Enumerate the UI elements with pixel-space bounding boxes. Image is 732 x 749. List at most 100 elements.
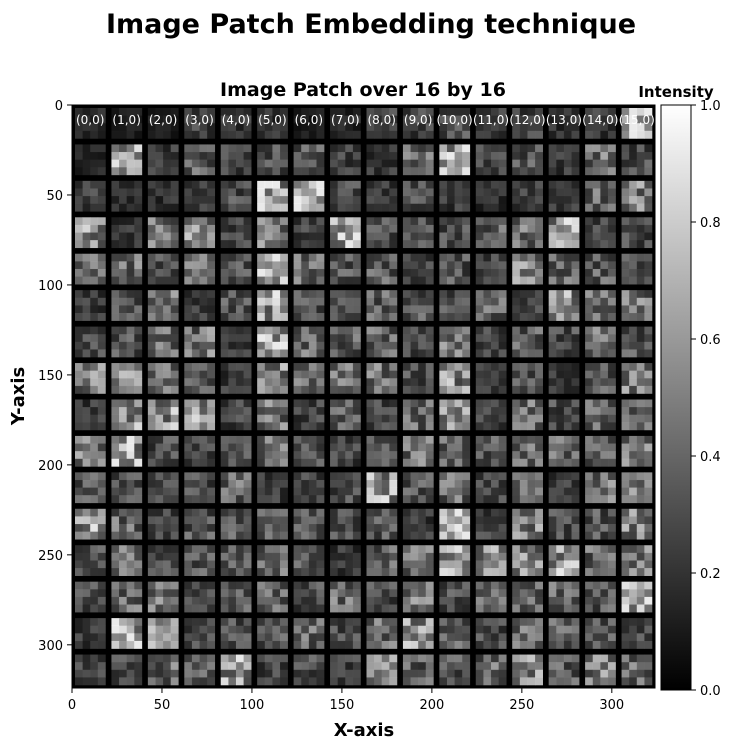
patch-cell: [439, 399, 471, 431]
patch-cell: [75, 581, 106, 613]
patch-cell: [621, 180, 653, 212]
patch-cell: [475, 144, 507, 176]
patch-label: (3,0): [185, 113, 213, 127]
patch-cell: [257, 508, 288, 540]
patch-cell: [220, 545, 252, 576]
patch-cell: [257, 399, 288, 431]
patch-cell: [257, 180, 288, 212]
patch-cell: [366, 435, 398, 467]
patch-cell: [402, 581, 434, 613]
patch-cell: [402, 363, 434, 394]
colorbar-tick-label: 0.8: [700, 216, 721, 231]
patch-cell: [147, 545, 179, 576]
patch-cell: [402, 253, 434, 285]
patch-cell: [366, 217, 398, 249]
patch-cell: [184, 363, 216, 394]
patch-cell: [330, 326, 361, 358]
patch-cell: [111, 581, 143, 613]
patch-cell: [548, 363, 580, 394]
patch-cell: [147, 618, 179, 649]
patch-cell: [184, 545, 216, 576]
patch-cell: [293, 144, 325, 176]
patch-cell: [257, 290, 288, 321]
y-tick-label: 100: [38, 279, 63, 294]
patch-label: (2,0): [149, 113, 177, 127]
patch-cell: [621, 399, 653, 431]
patch-cell: [548, 618, 580, 649]
patch-cell: [366, 290, 398, 321]
patch-label: (10,0): [437, 113, 473, 127]
colorbar: [660, 104, 692, 691]
patch-cell: [75, 108, 106, 139]
patch-cell: [548, 144, 580, 176]
image-frame: [71, 104, 656, 689]
patch-cell: [293, 435, 325, 467]
patch-cell: [439, 581, 471, 613]
patch-cell: [475, 180, 507, 212]
x-axis-label: X-axis: [334, 720, 395, 741]
patch-cell: [184, 108, 216, 139]
patch-cell: [184, 508, 216, 540]
patch-cell: [257, 363, 288, 394]
patch-cell: [220, 399, 252, 431]
patch-cell: [75, 472, 106, 504]
patch-cell: [330, 363, 361, 394]
patch-cell: [402, 217, 434, 249]
patch-cell: [439, 180, 471, 212]
patch-cell: [257, 618, 288, 649]
patch-label: (1,0): [112, 113, 140, 127]
patch-cell: [111, 545, 143, 576]
patch-cell: [257, 545, 288, 576]
patch-cell: [111, 508, 143, 540]
patch-cell: [366, 399, 398, 431]
patch-cell: [402, 326, 434, 358]
patch-cell: [111, 180, 143, 212]
patch-cell: [512, 290, 543, 321]
patch-cell: [475, 290, 507, 321]
patch-cell: [621, 545, 653, 576]
patch-cell: [585, 326, 616, 358]
patch-cell: [111, 217, 143, 249]
patch-cell: [330, 618, 361, 649]
patch-cell: [585, 399, 616, 431]
patch-cell: [512, 581, 543, 613]
patch-cell: [220, 290, 252, 321]
patch-cell: [184, 144, 216, 176]
patch-cell: [548, 180, 580, 212]
patch-label: (9,0): [404, 113, 432, 127]
patch-cell: [512, 363, 543, 394]
patch-cell: [75, 508, 106, 540]
patch-cell: [293, 545, 325, 576]
patch-cell: [75, 399, 106, 431]
patch-cell: [366, 108, 398, 139]
patch-cell: [439, 363, 471, 394]
patch-cell: [439, 326, 471, 358]
patch-cell: [366, 180, 398, 212]
y-tick-label: 50: [46, 189, 63, 204]
patch-cell: [147, 472, 179, 504]
patch-cell: [366, 618, 398, 649]
patch-cell: [111, 472, 143, 504]
patch-cell: [585, 508, 616, 540]
patch-cell: [293, 180, 325, 212]
colorbar-title: Intensity: [638, 83, 714, 101]
patch-cell: [621, 581, 653, 613]
patch-cell: [475, 326, 507, 358]
patch-cell: [475, 618, 507, 649]
patch-cell: [330, 253, 361, 285]
patch-cell: [475, 217, 507, 249]
patch-cell: [257, 217, 288, 249]
patch-cell: [147, 399, 179, 431]
patch-cell: [147, 363, 179, 394]
patch-cell: [512, 253, 543, 285]
patch-cell: [184, 290, 216, 321]
y-axis-label: Y-axis: [8, 367, 29, 427]
patch-cell: [585, 253, 616, 285]
patch-cell: [512, 108, 543, 139]
patch-cell: [475, 545, 507, 576]
patch-cell: [475, 399, 507, 431]
x-tick-label: 50: [154, 698, 171, 713]
patch-cell: [366, 363, 398, 394]
y-axis-ticks: 0 50 100 150 200 250 300: [38, 99, 72, 654]
patch-label-row: (0,0) (1,0) (2,0) (3,0) (4,0) (5,0) (6,0) (7,0)…: [76, 113, 655, 127]
